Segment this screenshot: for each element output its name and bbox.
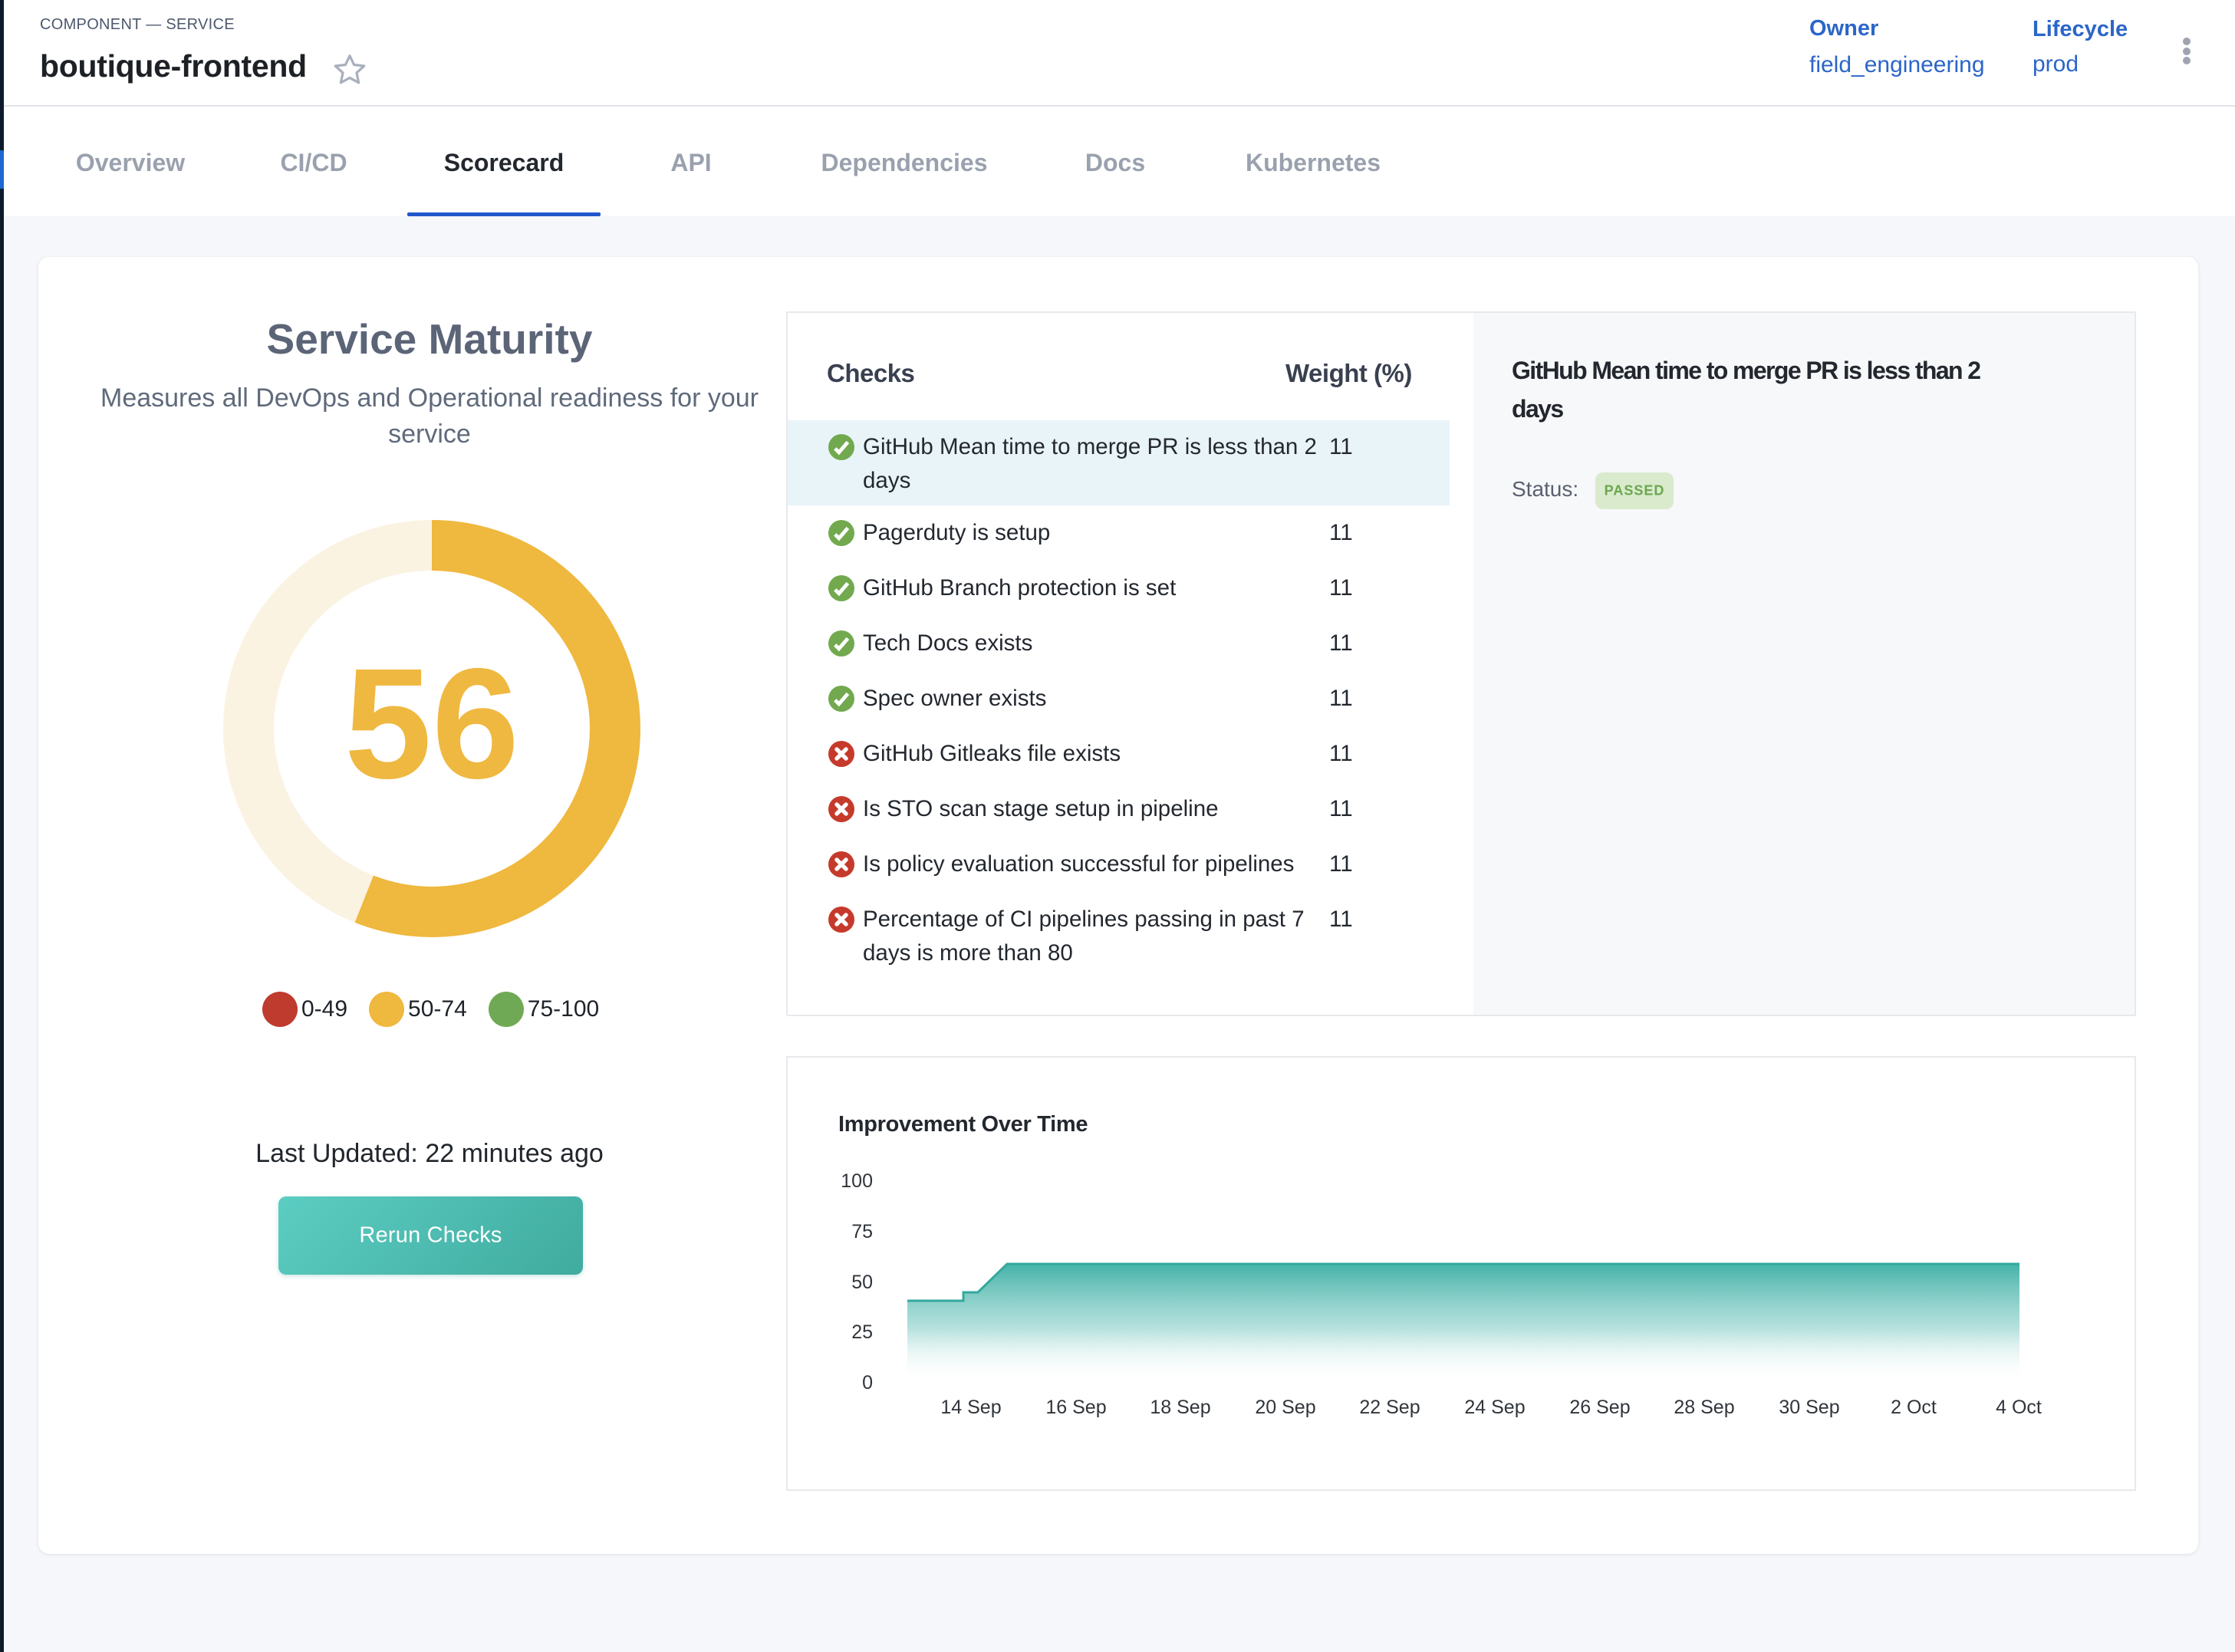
svg-text:20 Sep: 20 Sep [1255, 1397, 1315, 1418]
svg-text:28 Sep: 28 Sep [1674, 1397, 1734, 1418]
svg-text:24 Sep: 24 Sep [1464, 1397, 1525, 1418]
svg-text:50: 50 [851, 1272, 873, 1293]
svg-text:75: 75 [851, 1221, 873, 1242]
svg-text:30 Sep: 30 Sep [1779, 1397, 1839, 1418]
svg-text:26 Sep: 26 Sep [1569, 1397, 1630, 1418]
svg-text:4 Oct: 4 Oct [1996, 1397, 2042, 1418]
svg-text:14 Sep: 14 Sep [940, 1397, 1001, 1418]
svg-text:16 Sep: 16 Sep [1045, 1397, 1106, 1418]
svg-text:18 Sep: 18 Sep [1150, 1397, 1210, 1418]
svg-text:0: 0 [862, 1372, 873, 1394]
svg-text:2 Oct: 2 Oct [1891, 1397, 1937, 1418]
svg-text:25: 25 [851, 1321, 873, 1343]
svg-text:22 Sep: 22 Sep [1359, 1397, 1420, 1418]
svg-text:100: 100 [841, 1170, 873, 1192]
